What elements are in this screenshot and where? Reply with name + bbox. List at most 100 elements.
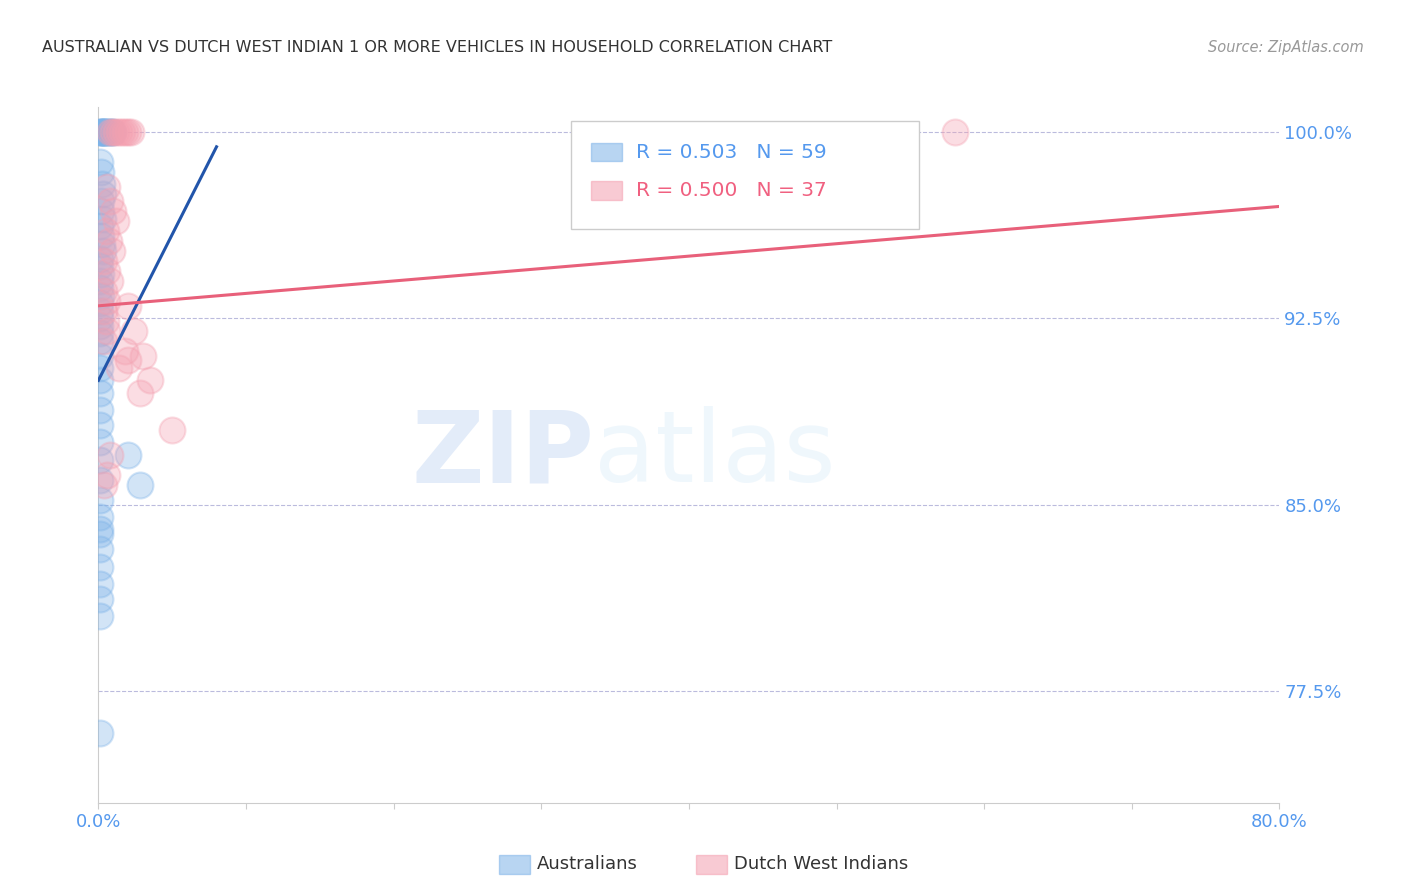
Point — [98, 125, 121, 139]
Point — [89, 435, 111, 450]
Point — [128, 477, 150, 491]
Point — [98, 194, 121, 209]
Point — [122, 324, 145, 338]
Point — [91, 125, 114, 139]
Text: R = 0.500   N = 37: R = 0.500 N = 37 — [636, 181, 827, 200]
Point — [943, 125, 966, 139]
Point — [162, 423, 183, 437]
Point — [97, 234, 120, 248]
Point — [103, 125, 125, 139]
Point — [89, 473, 111, 487]
Point — [114, 125, 136, 139]
Point — [91, 186, 114, 201]
Point — [117, 353, 139, 368]
Point — [89, 296, 111, 310]
Point — [108, 125, 131, 139]
Point — [100, 244, 122, 259]
Point — [89, 360, 111, 375]
Point — [89, 527, 111, 541]
Point — [89, 577, 111, 591]
Point — [89, 385, 111, 400]
Point — [90, 289, 112, 303]
Point — [105, 214, 128, 228]
Point — [108, 360, 131, 375]
Text: Source: ZipAtlas.com: Source: ZipAtlas.com — [1208, 40, 1364, 55]
Point — [90, 267, 112, 281]
Point — [100, 125, 122, 139]
Point — [89, 559, 111, 574]
Point — [89, 334, 111, 348]
Point — [90, 236, 112, 251]
Point — [89, 318, 111, 333]
Point — [96, 324, 118, 338]
Point — [93, 334, 115, 348]
Point — [89, 523, 111, 537]
FancyBboxPatch shape — [571, 121, 920, 229]
Point — [96, 179, 118, 194]
Point — [89, 453, 111, 467]
Point — [93, 303, 115, 318]
Point — [91, 211, 114, 226]
Point — [93, 125, 115, 139]
Point — [89, 274, 111, 288]
Point — [94, 125, 117, 139]
Text: R = 0.503   N = 59: R = 0.503 N = 59 — [636, 143, 827, 161]
Point — [94, 314, 117, 328]
Point — [89, 492, 111, 507]
Point — [91, 125, 114, 139]
Point — [89, 349, 111, 363]
Point — [139, 373, 162, 387]
Point — [89, 219, 111, 234]
Point — [98, 125, 121, 139]
Point — [128, 385, 150, 400]
Point — [90, 194, 112, 209]
Bar — [591, 144, 621, 161]
Point — [91, 177, 114, 191]
Point — [103, 125, 125, 139]
Point — [93, 125, 115, 139]
Bar — [591, 181, 621, 200]
Text: Australians: Australians — [537, 855, 638, 873]
Point — [111, 125, 134, 139]
Text: atlas: atlas — [595, 407, 837, 503]
Point — [89, 154, 111, 169]
Point — [94, 125, 117, 139]
Point — [117, 125, 139, 139]
Point — [96, 467, 118, 482]
Point — [89, 326, 111, 340]
Point — [93, 477, 115, 491]
Point — [120, 125, 142, 139]
Point — [103, 204, 125, 219]
Point — [96, 293, 118, 308]
Point — [89, 311, 111, 326]
Point — [89, 259, 111, 273]
Point — [94, 224, 117, 238]
Text: ZIP: ZIP — [412, 407, 595, 503]
Point — [117, 299, 139, 313]
Point — [90, 164, 112, 178]
Point — [89, 281, 111, 295]
Point — [90, 229, 112, 244]
Point — [89, 542, 111, 557]
Point — [91, 244, 114, 259]
Point — [105, 125, 128, 139]
Text: AUSTRALIAN VS DUTCH WEST INDIAN 1 OR MORE VEHICLES IN HOUSEHOLD CORRELATION CHAR: AUSTRALIAN VS DUTCH WEST INDIAN 1 OR MOR… — [42, 40, 832, 55]
Point — [98, 448, 121, 462]
Point — [89, 303, 111, 318]
Point — [96, 125, 118, 139]
Text: Dutch West Indians: Dutch West Indians — [734, 855, 908, 873]
Point — [97, 125, 120, 139]
Point — [89, 726, 111, 740]
Point — [89, 592, 111, 607]
Point — [90, 125, 112, 139]
Point — [89, 403, 111, 417]
Point — [89, 418, 111, 433]
Point — [132, 349, 155, 363]
Point — [114, 343, 136, 358]
Point — [117, 448, 139, 462]
Point — [89, 252, 111, 266]
Point — [98, 274, 121, 288]
Point — [96, 264, 118, 278]
Point — [93, 284, 115, 298]
Point — [89, 609, 111, 624]
